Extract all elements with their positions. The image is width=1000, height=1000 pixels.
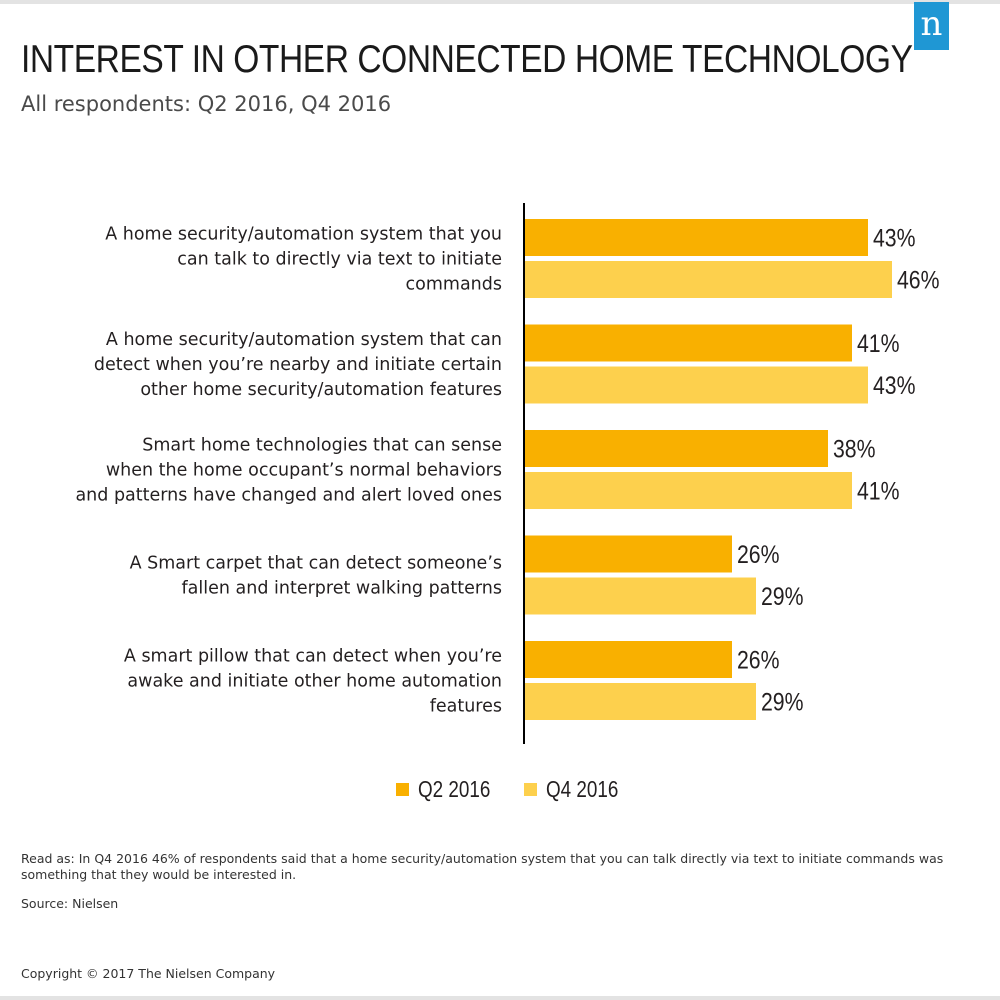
category-label: when the home occupant’s normal behavior… [106,461,502,481]
bar-q2-2016 [524,535,732,573]
category-label: awake and initiate other home automation [127,672,502,692]
legend-item-q4: Q4 2016 [524,776,634,803]
legend-item-q2: Q2 2016 [396,776,506,803]
category-label: commands [406,275,502,295]
value-label: 26% [737,540,780,568]
bar-q2-2016 [524,430,828,467]
top-rule [0,0,1000,4]
category-label: Smart home technologies that can sense [142,436,502,456]
category-label: features [430,697,502,717]
category-label: can talk to directly via text to initiat… [177,250,502,270]
value-label: 46% [897,266,940,294]
bar-q4-2016 [524,577,756,615]
category-label: other home security/automation features [140,380,502,400]
bar-q2-2016 [524,219,868,256]
value-label: 26% [737,646,780,674]
value-label: 38% [833,435,876,463]
chart-subtitle: All respondents: Q2 2016, Q4 2016 [21,92,392,116]
category-label: A home security/automation system that c… [106,330,502,350]
value-label: 41% [857,329,900,357]
chart-legend: Q2 2016 Q4 2016 [396,776,653,803]
bar-q4-2016 [524,366,868,404]
bar-q2-2016 [524,641,732,678]
bar-q4-2016 [524,261,892,298]
value-label: 29% [761,582,804,610]
legend-swatch-q2 [396,783,409,796]
chart-title: INTEREST IN OTHER CONNECTED HOME TECHNOL… [21,38,913,81]
read-as-note: Read as: In Q4 2016 46% of respondents s… [21,851,944,882]
legend-label-q4: Q4 2016 [546,776,619,802]
bar-chart: A home security/automation system that y… [75,203,940,744]
category-label: and patterns have changed and alert love… [75,486,502,506]
bar-q4-2016 [524,683,756,720]
nielsen-logo: n [914,2,949,50]
category-label: A Smart carpet that can detect someone’s [130,554,502,574]
category-label: A smart pillow that can detect when you’… [124,647,502,667]
source-note: Source: Nielsen [21,896,119,911]
bar-q4-2016 [524,472,852,509]
value-label: 41% [857,477,900,505]
value-label: 43% [873,371,916,399]
legend-swatch-q4 [524,783,538,796]
value-label: 43% [873,224,916,252]
bottom-rule [0,996,1000,1000]
bar-q2-2016 [524,324,852,362]
category-label: fallen and interpret walking patterns [182,579,502,599]
value-label: 29% [761,688,804,716]
copyright: Copyright © 2017 The Nielsen Company [21,966,276,981]
category-label: A home security/automation system that y… [105,225,502,245]
legend-label-q2: Q2 2016 [418,776,491,802]
category-label: detect when you’re nearby and initiate c… [94,355,502,375]
